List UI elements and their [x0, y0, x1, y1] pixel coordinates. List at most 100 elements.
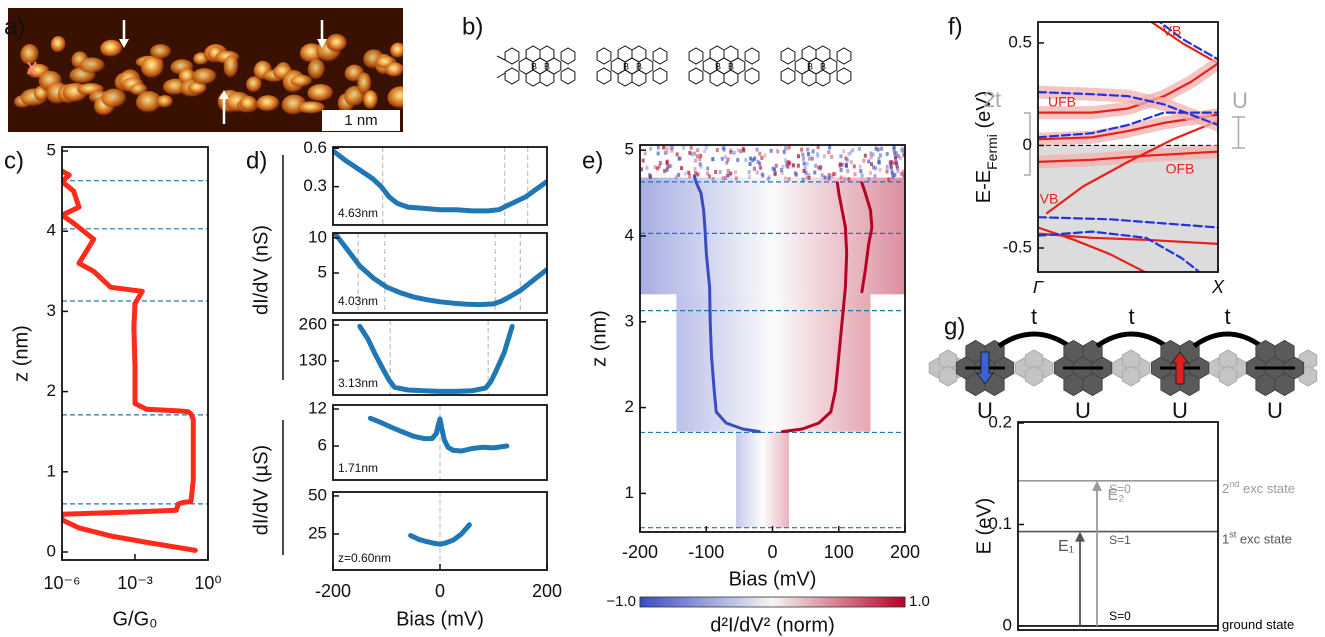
map-noise: [693, 166, 697, 171]
x-tick-label: -200: [622, 542, 658, 562]
axes-frame: [332, 404, 548, 481]
map-noise: [699, 164, 703, 169]
data-line: [1045, 119, 1218, 215]
data-line: [1038, 150, 1218, 163]
data-line: [1038, 230, 1201, 272]
map-noise: [693, 158, 697, 163]
map-noise: [893, 172, 897, 177]
map-noise: [758, 151, 762, 156]
map-noise: [726, 157, 730, 162]
map-noise: [756, 159, 760, 164]
map-noise: [805, 175, 809, 180]
map-noise: [810, 156, 814, 161]
map-noise: [665, 167, 669, 172]
map-noise: [902, 151, 905, 156]
spin-label: S=0: [1109, 609, 1131, 623]
map-noise: [807, 152, 811, 157]
panel-label: f): [948, 13, 963, 40]
map-noise: [863, 153, 867, 158]
level-name-part: 1: [1222, 532, 1229, 547]
map-noise: [819, 165, 823, 170]
map-noise: [805, 161, 809, 166]
arrow-head: [119, 39, 129, 48]
map-noise: [665, 150, 669, 155]
map-noise: [643, 151, 647, 156]
map-noise: [760, 155, 764, 160]
map-noise: [690, 152, 694, 157]
x-tick-label: 0: [435, 581, 445, 601]
map-noise: [893, 152, 897, 157]
y-tick-label: 10: [308, 227, 327, 246]
map-noise: [859, 169, 863, 174]
x-tick-label: 100: [824, 542, 854, 562]
stm-blob: [297, 101, 326, 114]
map-noise: [852, 164, 856, 169]
map-noise: [784, 146, 788, 151]
map-noise: [732, 150, 736, 155]
ring: [688, 47, 704, 65]
y-axis-label: E (eV): [973, 498, 995, 555]
map-noise: [773, 172, 777, 177]
map-noise: [699, 153, 703, 158]
map-noise: [755, 170, 759, 175]
stm-blob: [327, 35, 347, 52]
ring: [709, 45, 725, 63]
map-noise: [839, 175, 843, 180]
data-line: [408, 522, 472, 547]
level-name-part: exc state: [1236, 532, 1292, 547]
stm-blob: [191, 68, 217, 86]
map-noise: [839, 154, 843, 159]
y-tick-label: 260: [299, 314, 327, 333]
map-noise: [895, 161, 899, 166]
stm-blob: [387, 86, 403, 110]
map-noise: [787, 177, 791, 182]
annotation: U: [1232, 88, 1248, 113]
y-tick-label: 3: [625, 311, 634, 330]
map-noise: [867, 176, 871, 181]
atom-label: B: [636, 61, 642, 71]
x-tick-label: X: [1211, 277, 1225, 297]
map-noise: [885, 152, 889, 157]
map-noise: [871, 152, 875, 157]
map-noise: [721, 146, 725, 151]
map-noise: [640, 167, 644, 172]
spin-arrow: [1171, 351, 1189, 385]
map-noise: [748, 162, 752, 167]
map-noise: [689, 145, 693, 150]
map-noise: [878, 167, 882, 172]
map-noise: [830, 174, 834, 179]
map-noise: [811, 148, 815, 153]
map-noise: [662, 145, 666, 150]
ring: [560, 67, 576, 85]
ring: [539, 45, 555, 63]
transition-label: E₂: [1108, 487, 1125, 504]
stm-blob: [357, 72, 372, 96]
map-noise: [899, 172, 903, 177]
map-noise: [677, 172, 681, 177]
map-noise: [706, 166, 710, 171]
ring: [596, 47, 612, 65]
map-noise: [877, 160, 881, 165]
map-noise: [827, 150, 831, 155]
chain-link: [938, 365, 958, 387]
map-noise: [726, 168, 730, 173]
map-noise: [802, 161, 806, 166]
map-noise: [806, 147, 810, 152]
map-noise: [793, 171, 797, 176]
stm-blob: [101, 88, 127, 109]
map-noise: [752, 167, 756, 172]
y-tick-label: 130: [299, 350, 327, 369]
map-noise: [816, 154, 820, 159]
map-noise: [877, 160, 881, 165]
map-noise: [801, 153, 805, 158]
data-line: [1038, 91, 1218, 127]
data-line: [1038, 113, 1218, 141]
stm-blob: [150, 44, 172, 60]
map-noise: [895, 164, 899, 169]
map-noise: [741, 146, 745, 151]
ring: [723, 69, 739, 87]
bond: [496, 72, 506, 79]
transition-head: [1075, 531, 1085, 542]
y-tick-label: 3: [47, 301, 56, 320]
